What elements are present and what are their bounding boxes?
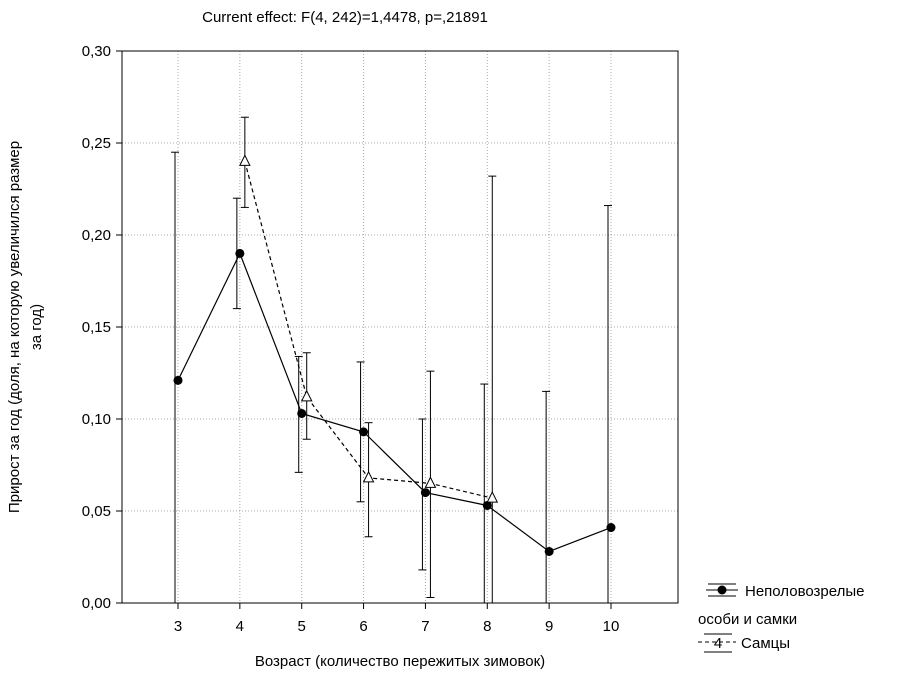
x-tick-label: 9 xyxy=(545,618,553,635)
x-tick-label: 4 xyxy=(236,618,244,635)
x-tick-label: 7 xyxy=(421,618,429,635)
y-tick-label: 0,20 xyxy=(82,227,111,244)
x-tick-label: 5 xyxy=(298,618,306,635)
y-tick-label: 0,10 xyxy=(82,411,111,428)
data-point-circle xyxy=(235,248,245,258)
y-axis-label-line-2: за год) xyxy=(28,304,45,350)
y-axis: 0,00 0,05 0,10 0,15 0,20 0,25 0,30 xyxy=(82,43,122,612)
series-line xyxy=(177,251,612,553)
x-tick-label: 8 xyxy=(483,618,491,635)
y-tick-label: 0,05 xyxy=(82,503,111,520)
data-point-triangle xyxy=(239,154,251,166)
chart-title: Current effect: F(4, 242)=1,4478, p=,218… xyxy=(202,9,488,26)
data-point-triangle xyxy=(362,470,375,483)
legend-label-2: Самцы xyxy=(741,635,790,652)
data-point-circle xyxy=(606,523,616,533)
data-point-triangle xyxy=(486,491,499,503)
x-tick-label: 3 xyxy=(174,618,182,635)
x-tick-label: 6 xyxy=(359,618,367,635)
legend-marker-circle xyxy=(717,585,727,595)
data-point-circle xyxy=(482,500,492,510)
y-tick-label: 0,30 xyxy=(82,43,111,60)
y-axis-label-line-1: Прирост за год (доля, на которую увеличи… xyxy=(6,141,23,513)
data-point-circle xyxy=(544,546,554,556)
data-point-circle xyxy=(359,427,369,437)
y-tick-label: 0,25 xyxy=(82,135,111,152)
legend-label-1-line-1: Неполовозрелые xyxy=(745,583,865,600)
legend: Неполовозрелые особи и самки 4 Самцы xyxy=(698,583,865,653)
data-point-circle xyxy=(297,408,307,418)
y-axis-label-group: Прирост за год (доля, на которую увеличи… xyxy=(6,141,45,513)
grid-lines xyxy=(122,51,678,603)
x-tick-label: 10 xyxy=(603,618,620,635)
data-point-triangle xyxy=(424,476,437,488)
legend-label-1-line-2: особи и самки xyxy=(698,611,797,628)
x-axis: 3 4 5 6 7 8 9 10 xyxy=(174,603,620,635)
data-point-circle xyxy=(420,488,430,498)
y-tick-label: 0,00 xyxy=(82,595,111,612)
legend-marker-triangle: 4 xyxy=(714,635,722,652)
y-tick-label: 0,15 xyxy=(82,319,111,336)
data-point-triangle xyxy=(300,389,313,402)
plot-frame xyxy=(121,50,679,604)
series-group xyxy=(171,116,616,604)
data-point-circle xyxy=(173,375,183,385)
x-axis-label: Возраст (количество пережитых зимовок) xyxy=(255,653,545,670)
